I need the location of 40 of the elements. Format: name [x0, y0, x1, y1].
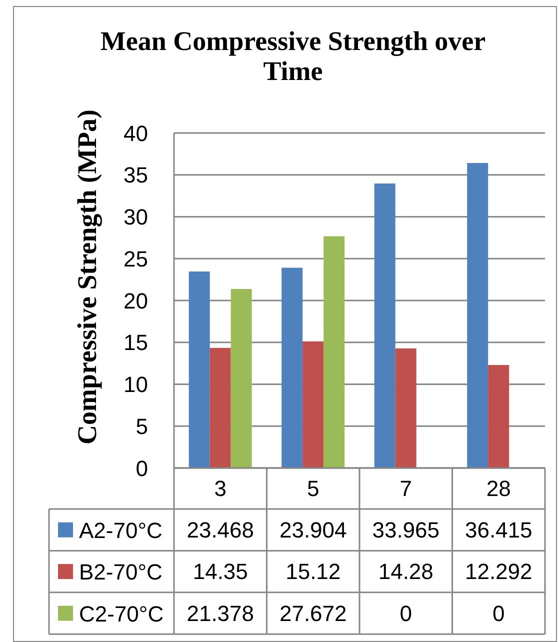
- data-label: 14.35: [192, 559, 248, 584]
- data-label: 23.904: [279, 517, 347, 542]
- legend-label: B2-70°C: [79, 559, 163, 584]
- x-tick-label: 5: [307, 476, 320, 501]
- y-tick-label: 25: [124, 246, 148, 272]
- y-tick-label: 30: [124, 204, 148, 230]
- y-tick-label: 15: [124, 330, 148, 356]
- bar: [488, 365, 510, 468]
- data-label: 0: [400, 600, 412, 626]
- legend-label: C2-70°C: [79, 600, 164, 626]
- bar: [230, 288, 252, 468]
- y-tick-label: 5: [136, 414, 148, 439]
- y-tick-label: 20: [124, 288, 148, 314]
- y-tick-label: 10: [124, 372, 148, 398]
- x-tick-label: 3: [214, 476, 226, 501]
- bar: [467, 163, 488, 468]
- chart-title: Mean Compressive Strength over Time: [99, 26, 487, 86]
- bar: [395, 348, 416, 468]
- data-label: 21.378: [186, 600, 254, 626]
- bar: [282, 268, 303, 468]
- bar: [210, 348, 231, 468]
- legend-label: A2-70°C: [79, 517, 163, 542]
- data-label: 15.12: [286, 559, 341, 584]
- y-tick-label: 35: [124, 162, 148, 188]
- data-label: 27.672: [279, 600, 347, 626]
- y-tick-label: 40: [124, 120, 148, 146]
- data-label: 14.28: [378, 559, 434, 584]
- y-tick-label: 0: [136, 456, 148, 481]
- x-tick-label: 28: [486, 476, 511, 501]
- data-label: 33.965: [372, 517, 440, 542]
- data-label: 12.292: [464, 559, 532, 584]
- bar: [374, 184, 396, 468]
- bar: [324, 236, 345, 468]
- bar: [302, 341, 324, 468]
- data-label: 23.468: [186, 517, 254, 542]
- data-label: 0: [492, 600, 505, 626]
- data-label: 36.415: [464, 517, 532, 542]
- x-tick-label: 7: [400, 476, 412, 501]
- bar: [188, 271, 210, 468]
- y-axis-title: Compressive Strength (MPa): [72, 110, 102, 444]
